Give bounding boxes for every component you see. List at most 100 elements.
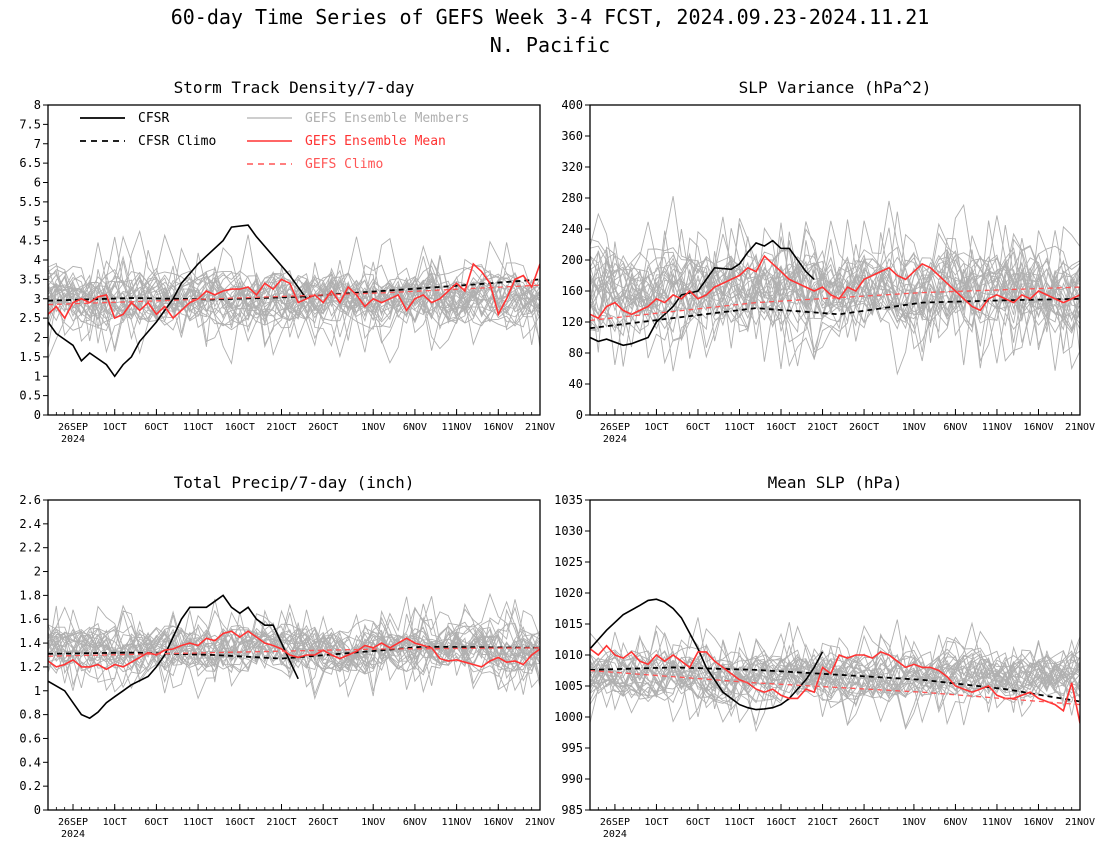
x-year-label: 2024 (603, 434, 627, 445)
x-tick-label: 11OCT (183, 817, 213, 828)
y-tick-label: 3.5 (19, 272, 41, 286)
gefs-ensemble-mean-line (48, 630, 540, 671)
x-tick-label: 26SEP (58, 817, 88, 828)
x-tick-label: 21NOV (525, 422, 555, 433)
y-axis: 0 40 80 120 160 200 240 280 320 360 400 (561, 98, 590, 422)
x-tick-label: 16OCT (225, 422, 255, 433)
ensemble-member-line (48, 262, 540, 342)
y-tick-label: 0.4 (19, 755, 41, 769)
x-tick-label: 16NOV (1023, 817, 1053, 828)
gefs-climo-line (48, 284, 540, 306)
gefs-ensemble-mean-line (590, 254, 1080, 320)
cfsr-line (48, 594, 299, 720)
y-tick-label: 1035 (554, 493, 583, 507)
ensemble-members (48, 592, 540, 701)
x-tick-label: 11OCT (724, 817, 754, 828)
ensemble-member-line (590, 622, 1080, 709)
ensemble-member-line (48, 605, 540, 691)
y-tick-label: 240 (561, 222, 583, 236)
y-tick-label: 1000 (554, 710, 583, 724)
legend-gefs-members: GEFS Ensemble Members (247, 111, 469, 126)
cfsr-climo-line (590, 666, 1080, 703)
x-tick-label: 11NOV (442, 422, 472, 433)
x-tick-label: 26OCT (849, 422, 879, 433)
y-tick-label: 7 (34, 137, 41, 151)
figure-title: 60-day Time Series of GEFS Week 3-4 FCST… (171, 5, 930, 29)
ensemble-member-line (590, 200, 1080, 359)
y-tick-label: 1.2 (19, 660, 41, 674)
y-axis: 0 0.5 1 1.5 2 2.5 3 3.5 4 4.5 5 5.5 6 6.5 7 7.5 8 (19, 98, 48, 422)
x-axis: 26SEP 1OCT 6OCT 11OCT 16OCT 21OCT 26OCT 1NOV 6NO… (47, 804, 555, 840)
y-axis: 0 0.2 0.4 0.6 0.8 1 1.2 1.4 1.6 1.8 2 2.2 2.4 2.6 (19, 493, 48, 817)
y-tick-label: 1015 (554, 617, 583, 631)
ensemble-member-line (48, 240, 540, 337)
x-tick-label: 11OCT (183, 422, 213, 433)
y-tick-label: 1 (34, 369, 41, 383)
ensemble-member-line (48, 272, 540, 331)
y-tick-label: 1025 (554, 555, 583, 569)
x-tick-label: 16NOV (1023, 422, 1053, 433)
y-tick-label: 7.5 (19, 117, 41, 131)
y-tick-label: 1005 (554, 679, 583, 693)
legend-label: CFSR Climo (138, 134, 216, 149)
x-tick-label: 1OCT (644, 422, 668, 433)
gefs-climo-line (590, 286, 1080, 322)
x-tick-label: 16NOV (483, 422, 513, 433)
cfsr-climo-line (48, 278, 540, 302)
y-axis: 985 990 995 1000 1005 1010 1015 1020 1025 1030 103… (554, 493, 590, 817)
ensemble-member-line (590, 257, 1080, 365)
ensemble-member-line (48, 619, 540, 688)
legend-label: CFSR (138, 111, 169, 126)
y-tick-label: 0.5 (19, 389, 41, 403)
x-tick-label: 6OCT (686, 817, 710, 828)
y-tick-label: 400 (561, 98, 583, 112)
panel-title: Storm Track Density/7-day (174, 78, 415, 97)
legend-cfsr-climo: CFSR Climo (80, 134, 216, 149)
cfsr-climo-line (590, 297, 1080, 330)
cfsr-climo-line (48, 645, 540, 660)
x-tick-label: 16OCT (766, 817, 796, 828)
x-tick-label: 21NOV (1065, 817, 1095, 828)
x-tick-label: 21OCT (266, 422, 296, 433)
y-tick-label: 6 (34, 176, 41, 190)
y-tick-label: 0.2 (19, 779, 41, 793)
x-tick-label: 16NOV (483, 817, 513, 828)
x-year-label: 2024 (61, 829, 85, 840)
panel-title: SLP Variance (hPa^2) (739, 78, 932, 97)
y-tick-label: 1.6 (19, 612, 41, 626)
y-tick-label: 2.6 (19, 493, 41, 507)
x-tick-label: 1OCT (103, 422, 127, 433)
legend-gefs-mean: GEFS Ensemble Mean (247, 134, 446, 149)
x-axis: 26SEP 1OCT 6OCT 11OCT 16OCT 21OCT 26OCT 1NOV 6NO… (589, 409, 1095, 445)
ensemble-member-line (48, 599, 540, 694)
cfsr-line (48, 224, 308, 378)
x-tick-label: 26SEP (58, 422, 88, 433)
x-tick-label: 1NOV (902, 817, 926, 828)
gefs-ensemble-mean-line (48, 262, 540, 320)
x-tick-label: 21OCT (266, 817, 296, 828)
y-tick-label: 985 (561, 803, 583, 817)
y-tick-label: 2.2 (19, 541, 41, 555)
x-tick-label: 26OCT (308, 422, 338, 433)
legend-cfsr: CFSR (80, 111, 169, 126)
ensemble-member-line (48, 609, 540, 675)
ensemble-member-line (590, 636, 1080, 726)
y-tick-label: 995 (561, 741, 583, 755)
ensemble-members (590, 617, 1080, 733)
x-tick-label: 6NOV (943, 422, 967, 433)
x-axis: 26SEP 1OCT 6OCT 11OCT 16OCT 21OCT 26OCT 1NOV 6NO… (589, 804, 1095, 840)
y-tick-label: 360 (561, 129, 583, 143)
y-tick-label: 200 (561, 253, 583, 267)
ensemble-member-line (590, 630, 1080, 726)
legend-label: GEFS Ensemble Members (305, 111, 469, 126)
x-tick-label: 11OCT (724, 422, 754, 433)
x-tick-label: 26SEP (600, 422, 630, 433)
x-tick-label: 1NOV (361, 817, 385, 828)
ensemble-member-line (590, 230, 1080, 369)
x-tick-label: 26OCT (308, 817, 338, 828)
y-tick-label: 5.5 (19, 195, 41, 209)
ensemble-member-line (48, 609, 540, 676)
y-tick-label: 5 (34, 214, 41, 228)
y-tick-label: 4 (34, 253, 41, 267)
panel-title: Mean SLP (hPa) (768, 473, 903, 492)
